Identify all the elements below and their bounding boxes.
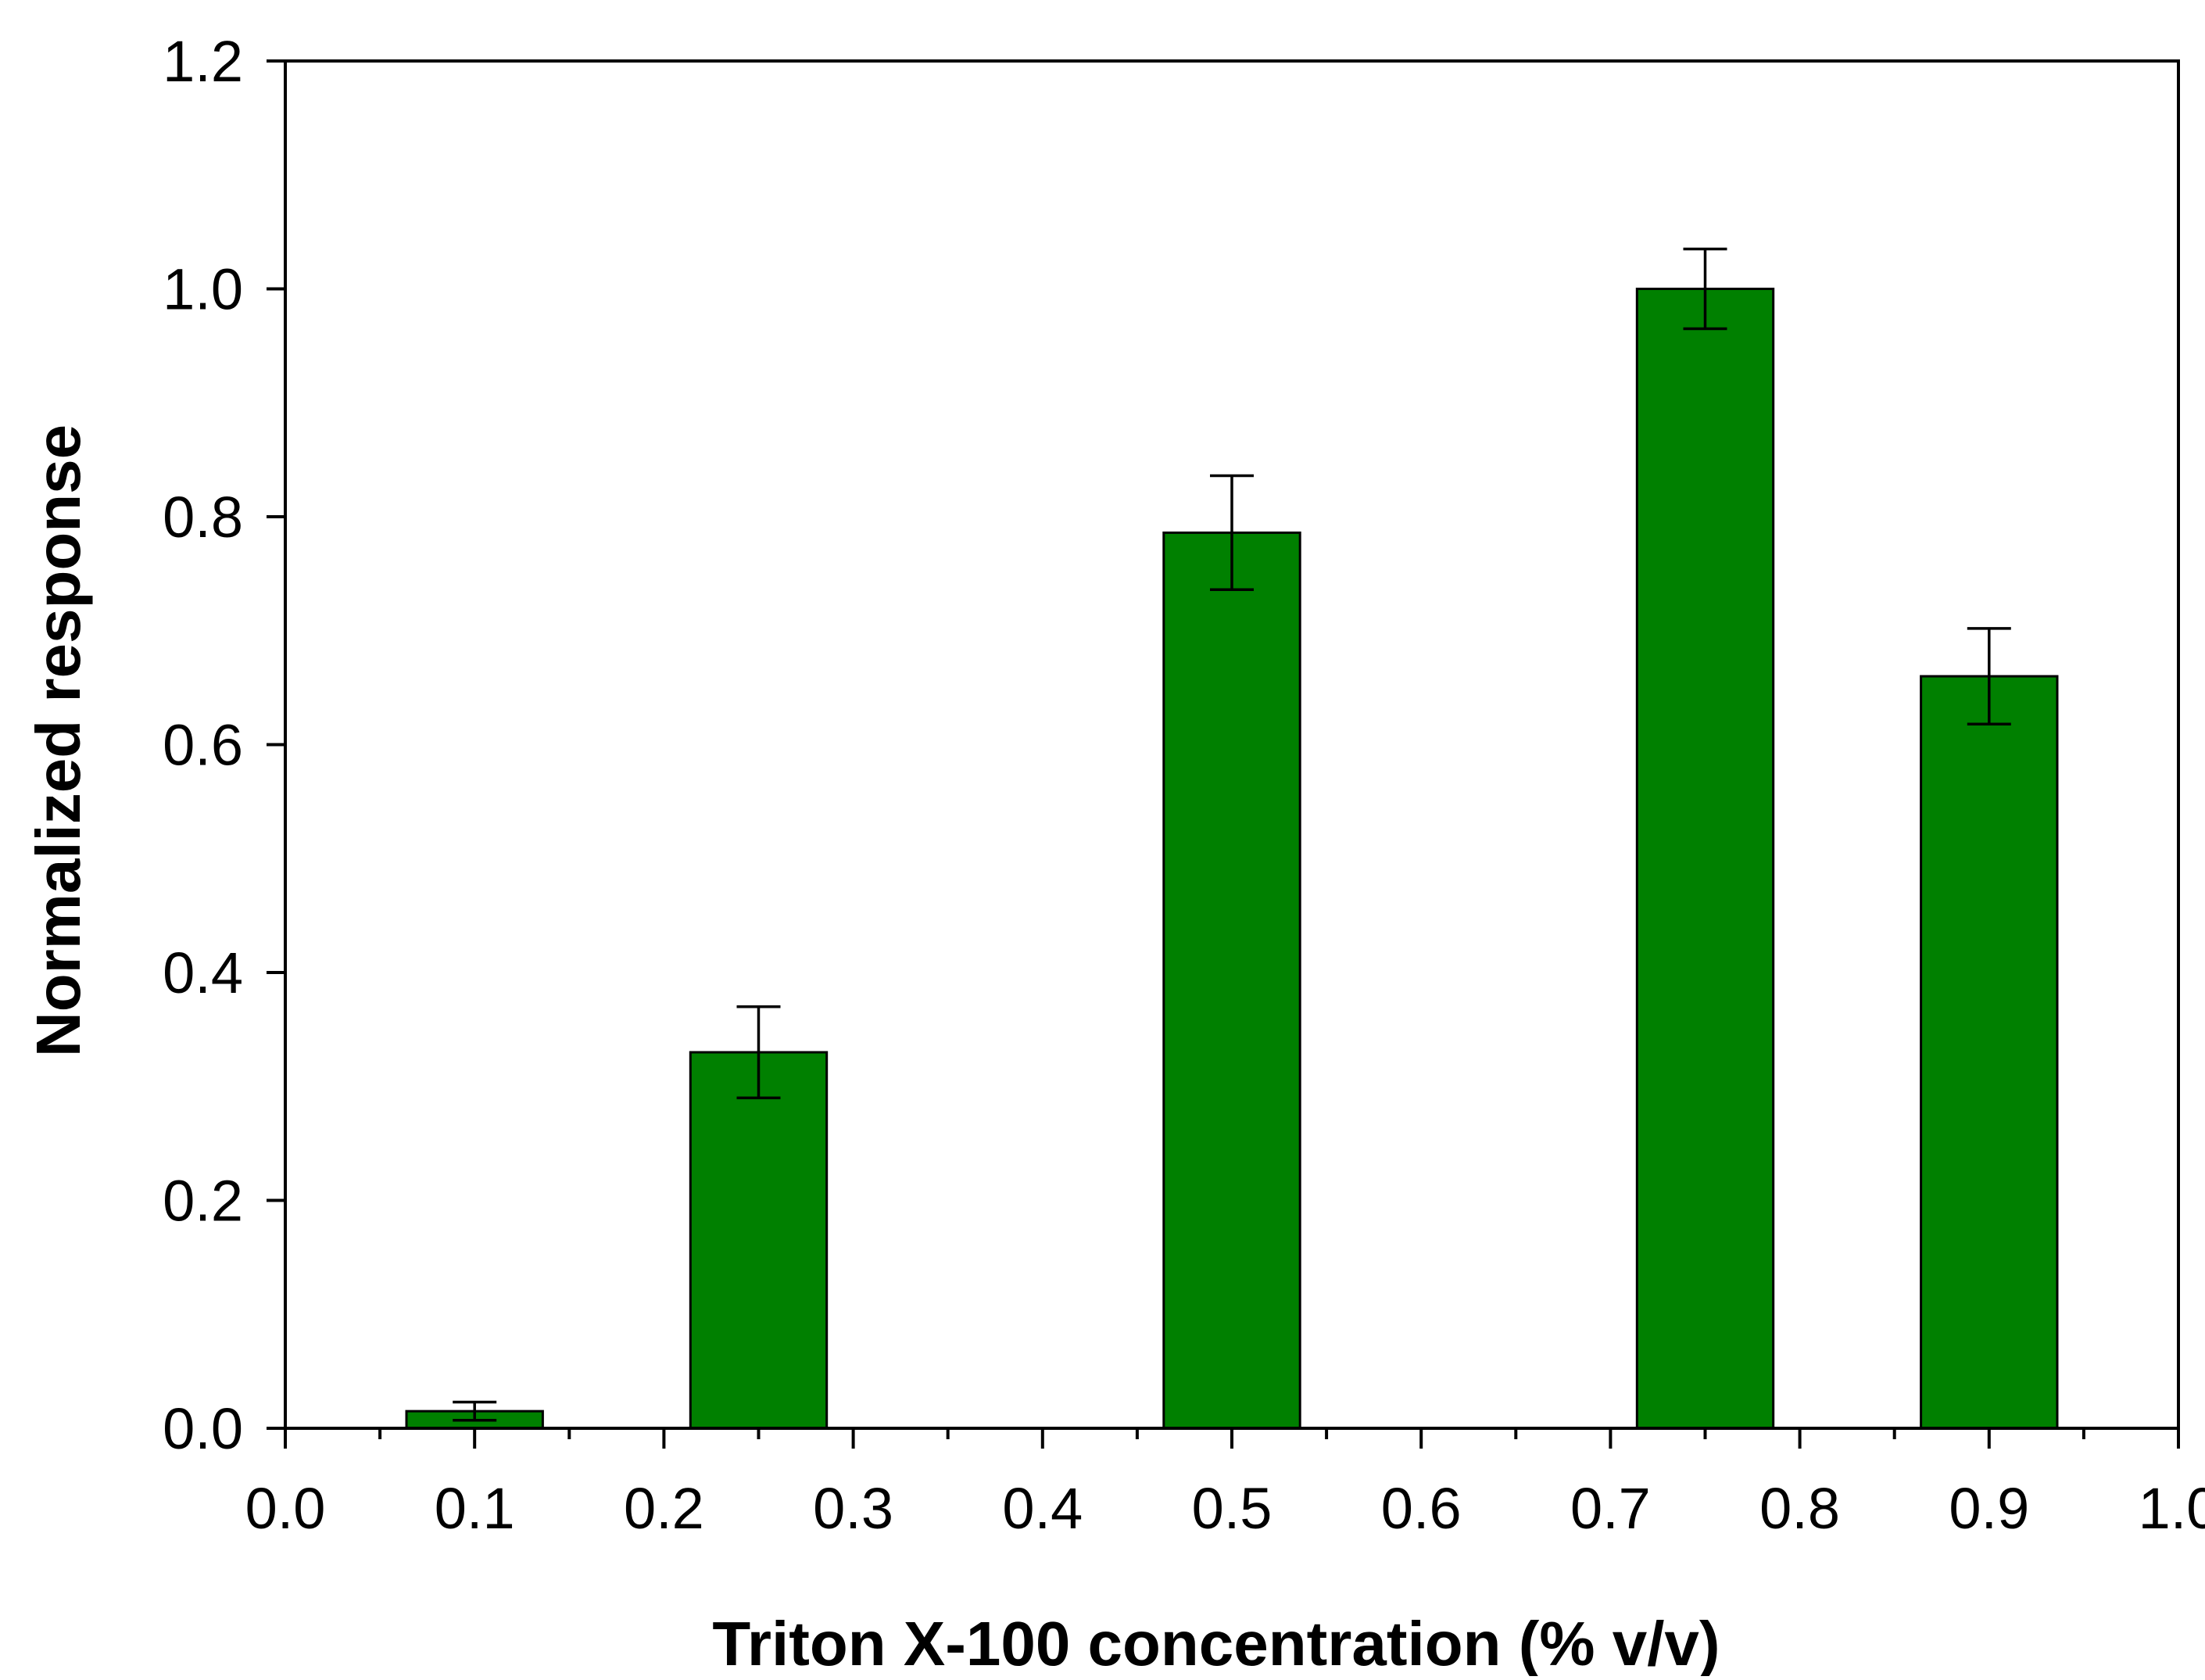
x-tick-label-6: 0.6 [1381, 1476, 1462, 1541]
x-tick-label-9: 0.9 [1949, 1476, 2029, 1541]
y-tick-label-6: 1.2 [163, 29, 243, 94]
y-tick-label-5: 1.0 [163, 257, 243, 322]
x-tick-label-2: 0.2 [624, 1476, 704, 1541]
error-bars-layer [453, 247, 2011, 1422]
x-tick-label-1: 0.1 [435, 1476, 515, 1541]
x-tick-label-7: 0.7 [1570, 1476, 1651, 1541]
bar-3 [1635, 288, 1775, 1430]
bar-4 [1920, 675, 2059, 1430]
error-bar-0 [453, 1400, 497, 1422]
x-tick-label-0: 0.0 [245, 1476, 326, 1541]
y-tick-label-4: 0.8 [163, 485, 243, 550]
x-tick-label-8: 0.8 [1759, 1476, 1840, 1541]
y-tick-label-3: 0.6 [163, 713, 243, 778]
error-bar-3 [1683, 247, 1727, 331]
tick-labels-layer: 0.0 0.2 0.4 0.6 0.8 1.0 1.2 0.0 0.1 0.2 0.3 0.4 0.5 0… [163, 29, 2205, 1541]
y-tick-label-1: 0.2 [163, 1169, 243, 1234]
x-tick-label-4: 0.4 [1002, 1476, 1083, 1541]
y-tick-label-2: 0.4 [163, 940, 243, 1005]
bars-layer [405, 288, 2059, 1430]
x-axis-title: Triton X-100 concentration (% v/v) [712, 1609, 1720, 1676]
bar-1 [689, 1051, 829, 1430]
y-tick-label-0: 0.0 [163, 1396, 243, 1461]
x-tick-label-3: 0.3 [813, 1476, 893, 1541]
error-bar-1 [736, 1005, 781, 1100]
ticks-layer [267, 59, 2180, 1449]
bar-2 [1162, 531, 1301, 1430]
error-bar-2 [1210, 474, 1254, 592]
y-axis-title: Normalized response [23, 424, 93, 1057]
x-tick-label-5: 0.5 [1192, 1476, 1273, 1541]
error-bar-4 [1967, 627, 2011, 726]
x-tick-label-10: 1.0 [2139, 1476, 2205, 1541]
